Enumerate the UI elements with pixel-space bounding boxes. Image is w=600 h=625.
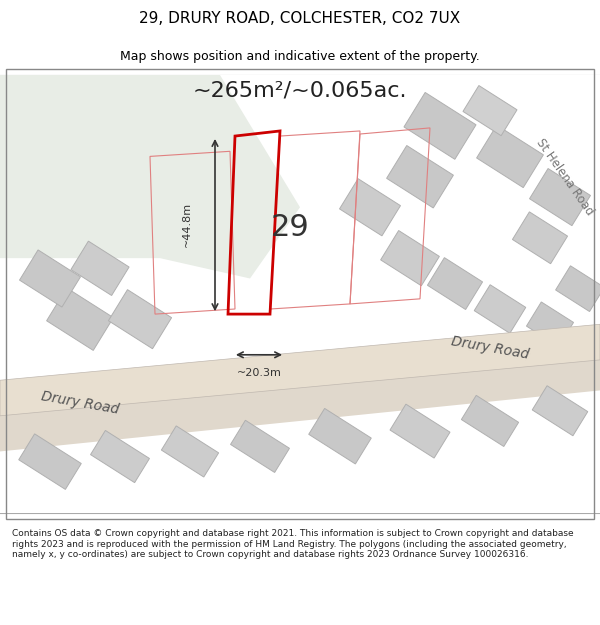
Polygon shape <box>461 396 518 446</box>
Text: Drury Road: Drury Road <box>40 389 120 416</box>
Text: Contains OS data © Crown copyright and database right 2021. This information is : Contains OS data © Crown copyright and d… <box>12 529 574 559</box>
Text: ~44.8m: ~44.8m <box>182 202 192 247</box>
Polygon shape <box>390 404 450 458</box>
Polygon shape <box>47 288 113 351</box>
Text: ~20.3m: ~20.3m <box>236 368 281 378</box>
Polygon shape <box>476 125 544 188</box>
Polygon shape <box>20 250 80 307</box>
Text: Map shows position and indicative extent of the property.: Map shows position and indicative extent… <box>120 50 480 62</box>
Polygon shape <box>427 258 482 309</box>
Polygon shape <box>340 179 400 236</box>
Polygon shape <box>109 289 172 349</box>
Polygon shape <box>532 386 588 436</box>
Polygon shape <box>474 285 526 333</box>
Polygon shape <box>0 75 300 279</box>
Polygon shape <box>0 350 600 451</box>
Text: St Helena Road: St Helena Road <box>534 136 596 218</box>
Text: Drury Road: Drury Road <box>450 334 530 361</box>
Text: ~265m²/~0.065ac.: ~265m²/~0.065ac. <box>193 80 407 100</box>
Text: 29: 29 <box>271 213 310 242</box>
Polygon shape <box>0 324 600 416</box>
Polygon shape <box>91 431 149 482</box>
Polygon shape <box>230 420 289 472</box>
Polygon shape <box>404 92 476 159</box>
Polygon shape <box>386 146 454 208</box>
Polygon shape <box>463 86 517 136</box>
Text: 29, DRURY ROAD, COLCHESTER, CO2 7UX: 29, DRURY ROAD, COLCHESTER, CO2 7UX <box>139 11 461 26</box>
Polygon shape <box>556 266 600 311</box>
Polygon shape <box>380 231 439 286</box>
Polygon shape <box>161 426 218 477</box>
Polygon shape <box>530 169 590 226</box>
Polygon shape <box>19 434 81 489</box>
Polygon shape <box>71 241 129 296</box>
Polygon shape <box>526 302 574 347</box>
Polygon shape <box>309 408 371 464</box>
Polygon shape <box>512 212 568 264</box>
